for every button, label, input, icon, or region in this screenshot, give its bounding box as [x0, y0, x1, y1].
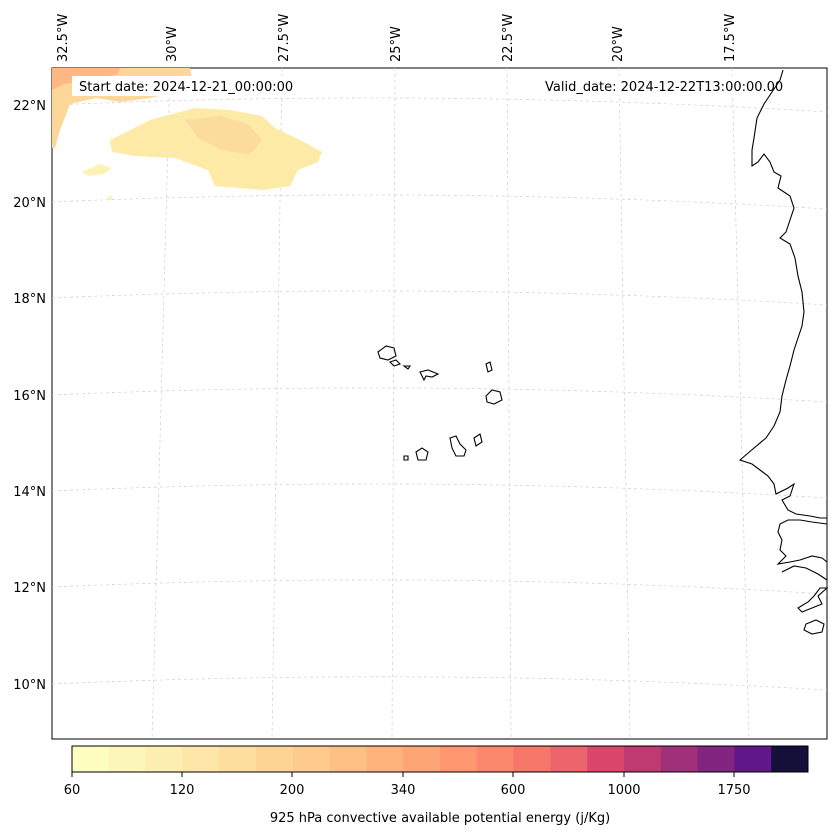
coastline-bijagos — [781, 565, 828, 581]
gridline-lon-20w — [618, 67, 631, 740]
colorbar-swatch — [329, 746, 367, 772]
colorbar-swatch — [256, 746, 294, 772]
colorbar-tick-label-340: 340 — [391, 783, 416, 798]
colorbar-swatch — [476, 746, 514, 772]
lat-label-12n: 12°N — [13, 581, 46, 596]
island-sal — [485, 361, 493, 373]
island-santo-antao — [377, 345, 397, 361]
colorbar-tick-label-200: 200 — [280, 783, 305, 798]
gridline-lat-14n — [51, 483, 828, 499]
colorbar-swatch — [513, 746, 551, 772]
lat-label-22n: 22°N — [13, 99, 46, 114]
valid-date-label: Valid_date: 2024-12-22T13:00:00.00 — [545, 80, 783, 95]
colorbar-swatch — [734, 746, 772, 772]
colorbar-swatch — [145, 746, 183, 772]
gridline-lat-20n — [51, 194, 828, 210]
colorbar-tick-label-60: 60 — [64, 783, 81, 798]
island-sao-vicente — [388, 359, 402, 367]
gridline-lat-12n — [51, 579, 828, 595]
coastline-west-africa — [738, 69, 827, 519]
cape-field-patch-small — [82, 164, 112, 176]
lat-label-14n: 14°N — [13, 485, 46, 500]
gridlines — [51, 67, 828, 740]
island-maio — [473, 433, 483, 447]
lon-label-32-5w: 32.5°W — [56, 14, 71, 62]
lon-label-22-5w: 22.5°W — [501, 14, 516, 62]
gridline-lon-30w — [151, 67, 171, 740]
colorbar-swatch — [108, 746, 146, 772]
colorbar-tick-labels: 60 120 200 340 600 1000 1750 — [64, 783, 751, 798]
gridline-lon-22-5w — [506, 67, 512, 740]
valid-date-box: Valid_date: 2024-12-22T13:00:00.00 — [538, 76, 804, 96]
colorbar-swatch — [624, 746, 662, 772]
colorbar-tick-label-600: 600 — [501, 783, 526, 798]
colorbar-swatch — [403, 746, 441, 772]
map-frame — [51, 67, 828, 740]
lon-label-20w: 20°W — [611, 26, 626, 62]
colorbar-tick-label-1000: 1000 — [607, 783, 640, 798]
gridline-lon-27-5w — [271, 67, 283, 740]
coastline-guinea-south — [797, 587, 829, 613]
lon-label-17-5w: 17.5°W — [723, 14, 738, 62]
colorbar-frame — [71, 745, 809, 773]
gridline-lat-16n — [51, 387, 828, 403]
lat-labels: 22°N 20°N 18°N 16°N 14°N 12°N 10°N — [13, 99, 46, 693]
coastline-islets — [803, 619, 825, 635]
island-santa-luzia — [402, 365, 412, 370]
lat-label-16n: 16°N — [13, 389, 46, 404]
colorbar-swatch — [72, 746, 110, 772]
cape-field-patch-main — [110, 108, 322, 190]
gridline-lat-18n — [51, 290, 828, 306]
colorbar-title: 925 hPa convective available potential e… — [270, 811, 610, 826]
cape-field-dot — [108, 196, 112, 200]
colorbar-swatch — [660, 746, 698, 772]
gridline-lat-10n — [51, 676, 828, 691]
lon-labels: 32.5°W 30°W 27.5°W 25°W 22.5°W 20°W 17.5… — [56, 14, 738, 62]
colorbar-tick-label-1750: 1750 — [717, 783, 750, 798]
island-santiago — [449, 435, 467, 457]
lon-label-30w: 30°W — [165, 26, 180, 62]
colorbar-swatches — [72, 746, 809, 772]
lat-label-18n: 18°N — [13, 292, 46, 307]
start-date-label: Start date: 2024-12-21_00:00:00 — [79, 80, 293, 95]
lat-label-10n: 10°N — [13, 678, 46, 693]
colorbar-swatch — [366, 746, 404, 772]
island-boa-vista — [485, 389, 503, 405]
lon-label-27-5w: 27.5°W — [277, 14, 292, 62]
colorbar: 60 120 200 340 600 1000 1750 925 hPa con… — [64, 745, 809, 826]
colorbar-swatch — [697, 746, 735, 772]
colorbar-swatch — [587, 746, 625, 772]
island-fogo — [415, 447, 429, 461]
colorbar-swatch — [182, 746, 220, 772]
lat-label-20n: 20°N — [13, 196, 46, 211]
gridline-lat-22n — [51, 97, 828, 113]
colorbar-tick-label-120: 120 — [170, 783, 195, 798]
gridline-lon-17-5w — [731, 67, 750, 740]
coastlines — [377, 69, 829, 635]
colorbar-swatch — [219, 746, 257, 772]
gridline-lon-25w — [391, 67, 396, 740]
colorbar-swatch — [550, 746, 588, 772]
lon-label-25w: 25°W — [389, 26, 404, 62]
coastline-gambia-guinea — [776, 519, 828, 565]
colorbar-swatch — [292, 746, 330, 772]
island-sao-nicolau — [419, 369, 440, 382]
colorbar-ticks — [71, 772, 735, 777]
colorbar-swatch — [771, 746, 809, 772]
colorbar-swatch — [440, 746, 478, 772]
start-date-box: Start date: 2024-12-21_00:00:00 — [72, 76, 310, 96]
island-brava — [403, 455, 409, 461]
cape-field-patch-inner — [185, 116, 262, 155]
